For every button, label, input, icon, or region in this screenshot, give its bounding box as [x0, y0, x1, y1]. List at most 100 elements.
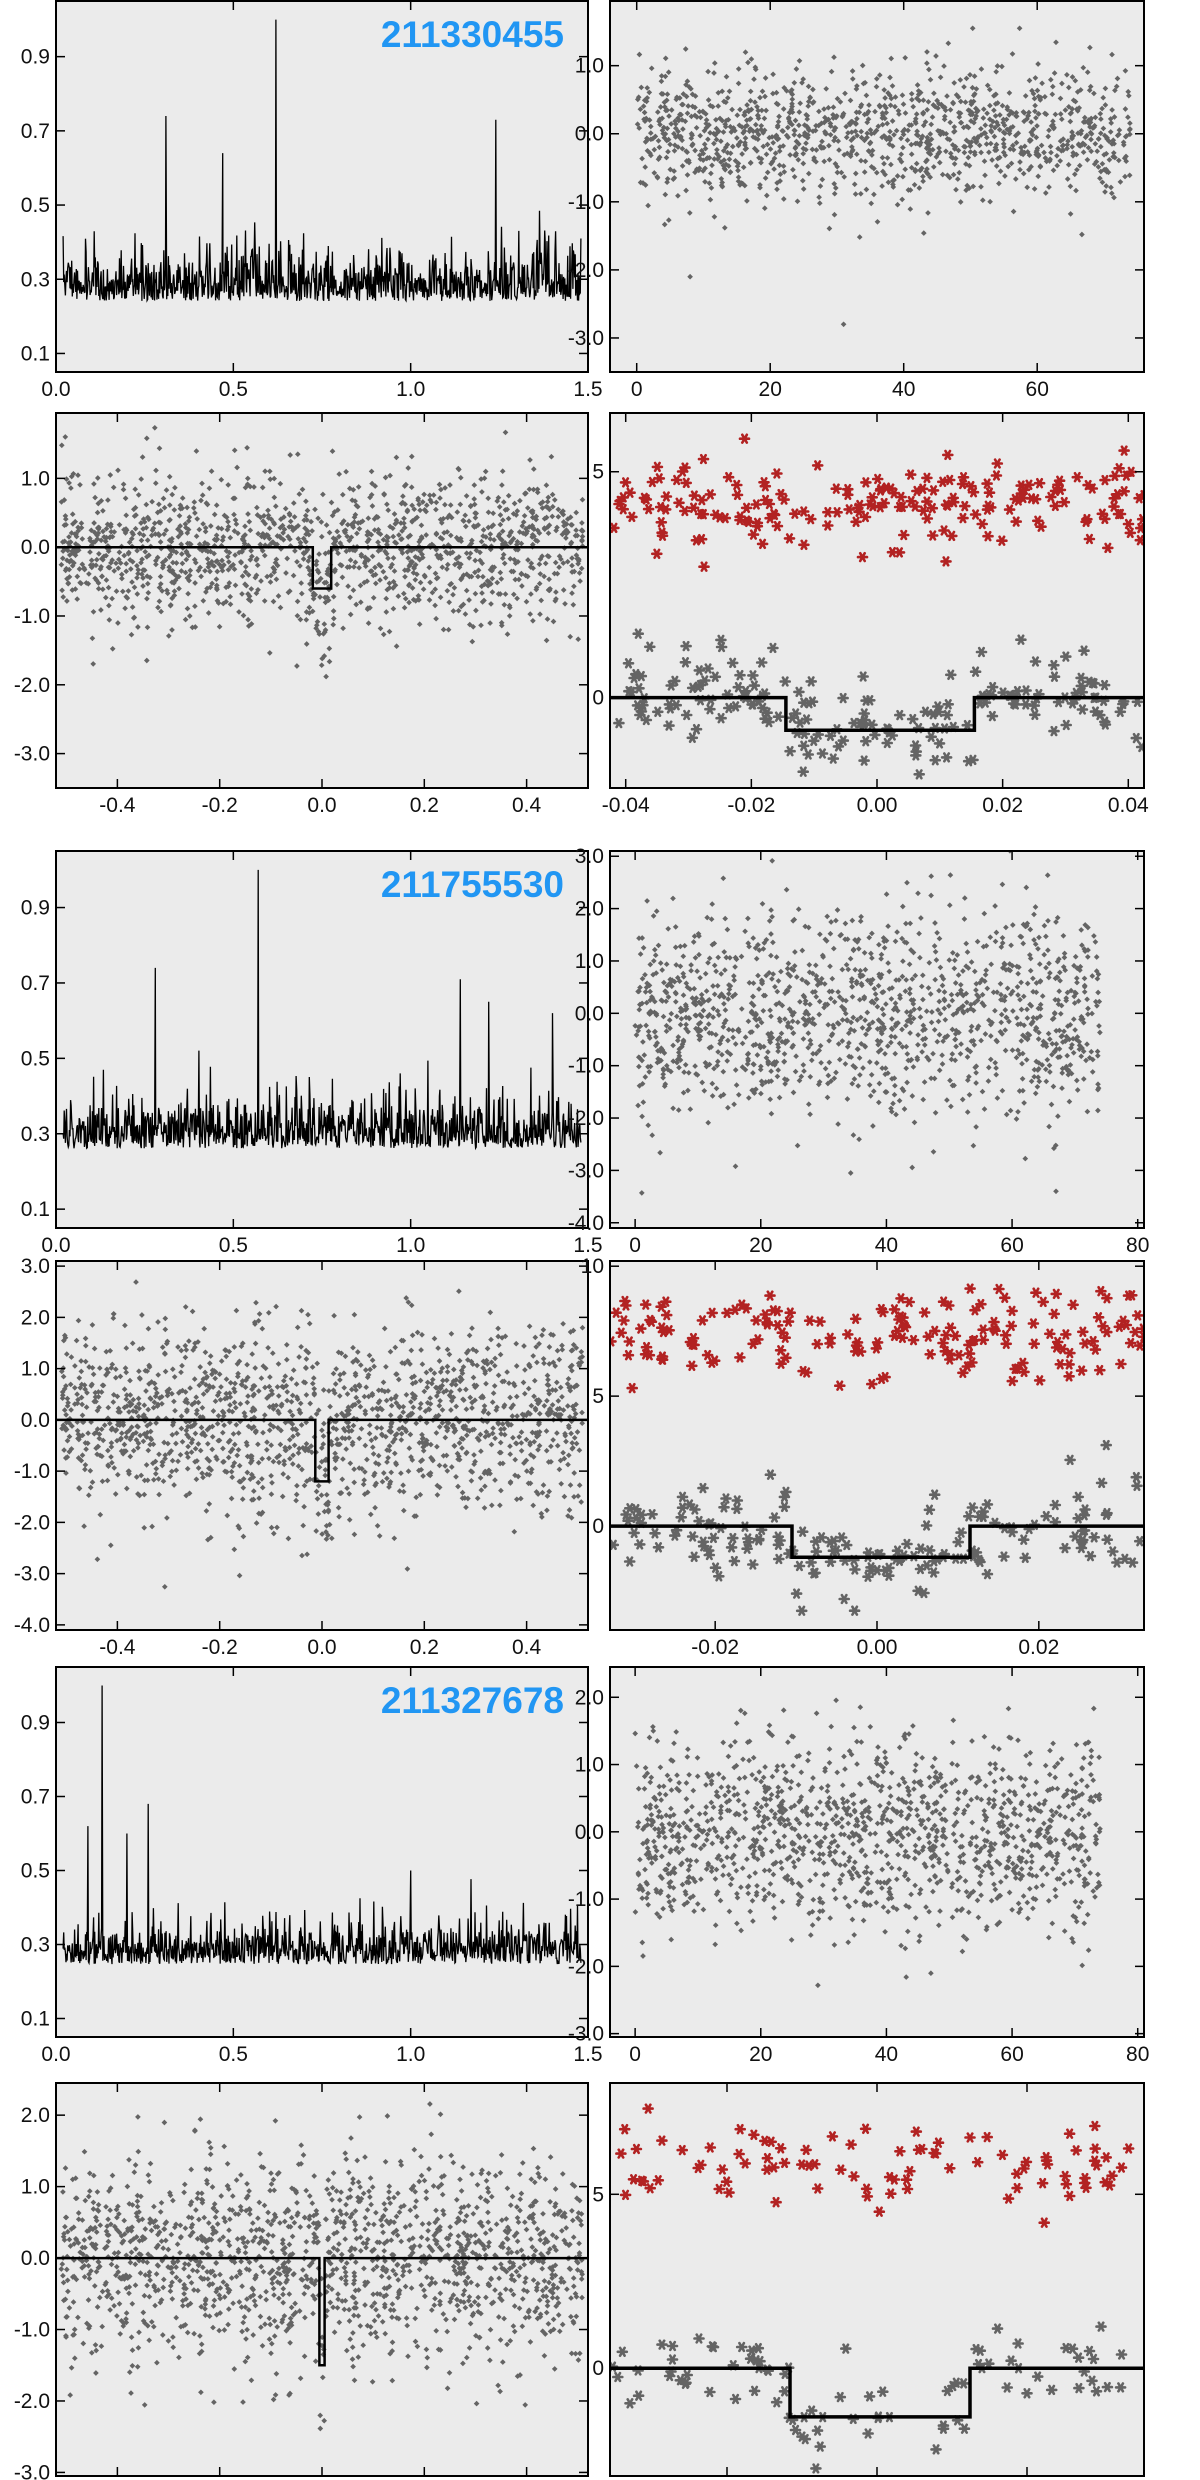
- data-point: [488, 1336, 494, 1343]
- data-point: [490, 522, 497, 528]
- data-point: [314, 567, 321, 574]
- data-point: [799, 177, 806, 184]
- data-point: [976, 142, 983, 149]
- data-point: [772, 711, 785, 722]
- data-point: [928, 121, 935, 128]
- data-point: [579, 496, 586, 503]
- data-point: [179, 495, 186, 501]
- data-point: [1006, 1018, 1012, 1025]
- data-point: [850, 1062, 857, 1069]
- data-point: [558, 509, 565, 516]
- data-point: [109, 645, 116, 652]
- data-point: [750, 499, 763, 510]
- data-point: [879, 154, 886, 161]
- data-point: [698, 147, 705, 154]
- data-point: [746, 979, 753, 986]
- data-point: [209, 580, 215, 587]
- data-point: [1016, 25, 1023, 32]
- data-point: [783, 533, 796, 544]
- data-point: [453, 1473, 459, 1480]
- data-point: [823, 938, 830, 944]
- data-point: [789, 508, 801, 519]
- data-point: [693, 124, 700, 131]
- data-point: [1045, 1030, 1052, 1037]
- data-point: [289, 1421, 296, 1427]
- data-point: [788, 1025, 795, 1031]
- data-point: [370, 594, 377, 601]
- data-point: [369, 553, 376, 560]
- data-point: [183, 556, 190, 563]
- data-point: [781, 169, 788, 175]
- data-point: [673, 1013, 680, 1020]
- data-point: [1032, 75, 1039, 81]
- data-point: [306, 554, 313, 560]
- data-point: [807, 1041, 814, 1048]
- data-point: [412, 576, 419, 583]
- data-point: [645, 1122, 652, 1129]
- data-point: [647, 1010, 654, 1017]
- data-point: [781, 1051, 788, 1057]
- data-point: [346, 1490, 353, 1497]
- data-point: [914, 82, 921, 88]
- data-point: [793, 974, 800, 980]
- data-point: [693, 1071, 699, 1077]
- data-point: [956, 169, 963, 176]
- data-point: [758, 1078, 765, 1085]
- data-point: [442, 1434, 449, 1441]
- data-point: [1050, 167, 1057, 174]
- data-point: [488, 1441, 495, 1448]
- light-curve-points: [632, 851, 1103, 1196]
- data-point: [290, 572, 297, 579]
- data-point: [985, 1064, 992, 1071]
- data-point: [898, 135, 904, 142]
- data-point: [774, 124, 781, 130]
- data-point: [642, 971, 648, 978]
- data-point: [725, 1104, 731, 1111]
- data-point: [113, 588, 120, 595]
- data-point: [908, 141, 915, 148]
- data-point: [774, 1073, 781, 1080]
- data-point: [762, 93, 768, 100]
- data-point: [742, 1034, 749, 1041]
- data-point: [266, 468, 273, 475]
- data-point: [706, 955, 713, 962]
- data-point: [879, 1065, 886, 1072]
- data-point: [961, 149, 968, 156]
- data-point: [417, 536, 424, 543]
- data-point: [303, 1478, 310, 1485]
- data-point: [719, 1051, 725, 1058]
- data-point: [1023, 479, 1035, 490]
- data-point: [718, 971, 725, 977]
- data-point: [433, 499, 440, 506]
- data-point: [926, 503, 939, 514]
- data-point: [576, 1482, 583, 1489]
- data-point: [144, 573, 151, 580]
- data-point: [691, 985, 698, 992]
- data-point: [646, 1035, 653, 1041]
- data-point: [1007, 146, 1014, 152]
- data-point: [550, 618, 557, 625]
- data-point: [330, 608, 337, 614]
- data-point: [496, 504, 503, 510]
- data-point: [288, 1375, 295, 1382]
- data-point: [715, 954, 722, 961]
- data-point: [199, 480, 205, 487]
- data-point: [1031, 911, 1037, 918]
- data-point: [925, 98, 932, 105]
- data-point: [957, 199, 964, 205]
- data-point: [711, 1065, 717, 1072]
- data-point: [1031, 1066, 1038, 1073]
- data-point: [156, 532, 163, 538]
- y-tick-label: 0.5: [21, 194, 50, 217]
- data-point: [889, 1016, 895, 1022]
- data-point: [225, 482, 232, 488]
- data-point: [703, 155, 710, 162]
- data-point: [1078, 1053, 1085, 1060]
- data-point: [925, 149, 932, 156]
- data-point: [402, 501, 408, 508]
- data-point: [316, 1464, 323, 1471]
- data-point: [834, 907, 841, 913]
- data-point: [388, 1469, 395, 1476]
- data-point: [783, 987, 790, 994]
- data-point: [420, 586, 427, 593]
